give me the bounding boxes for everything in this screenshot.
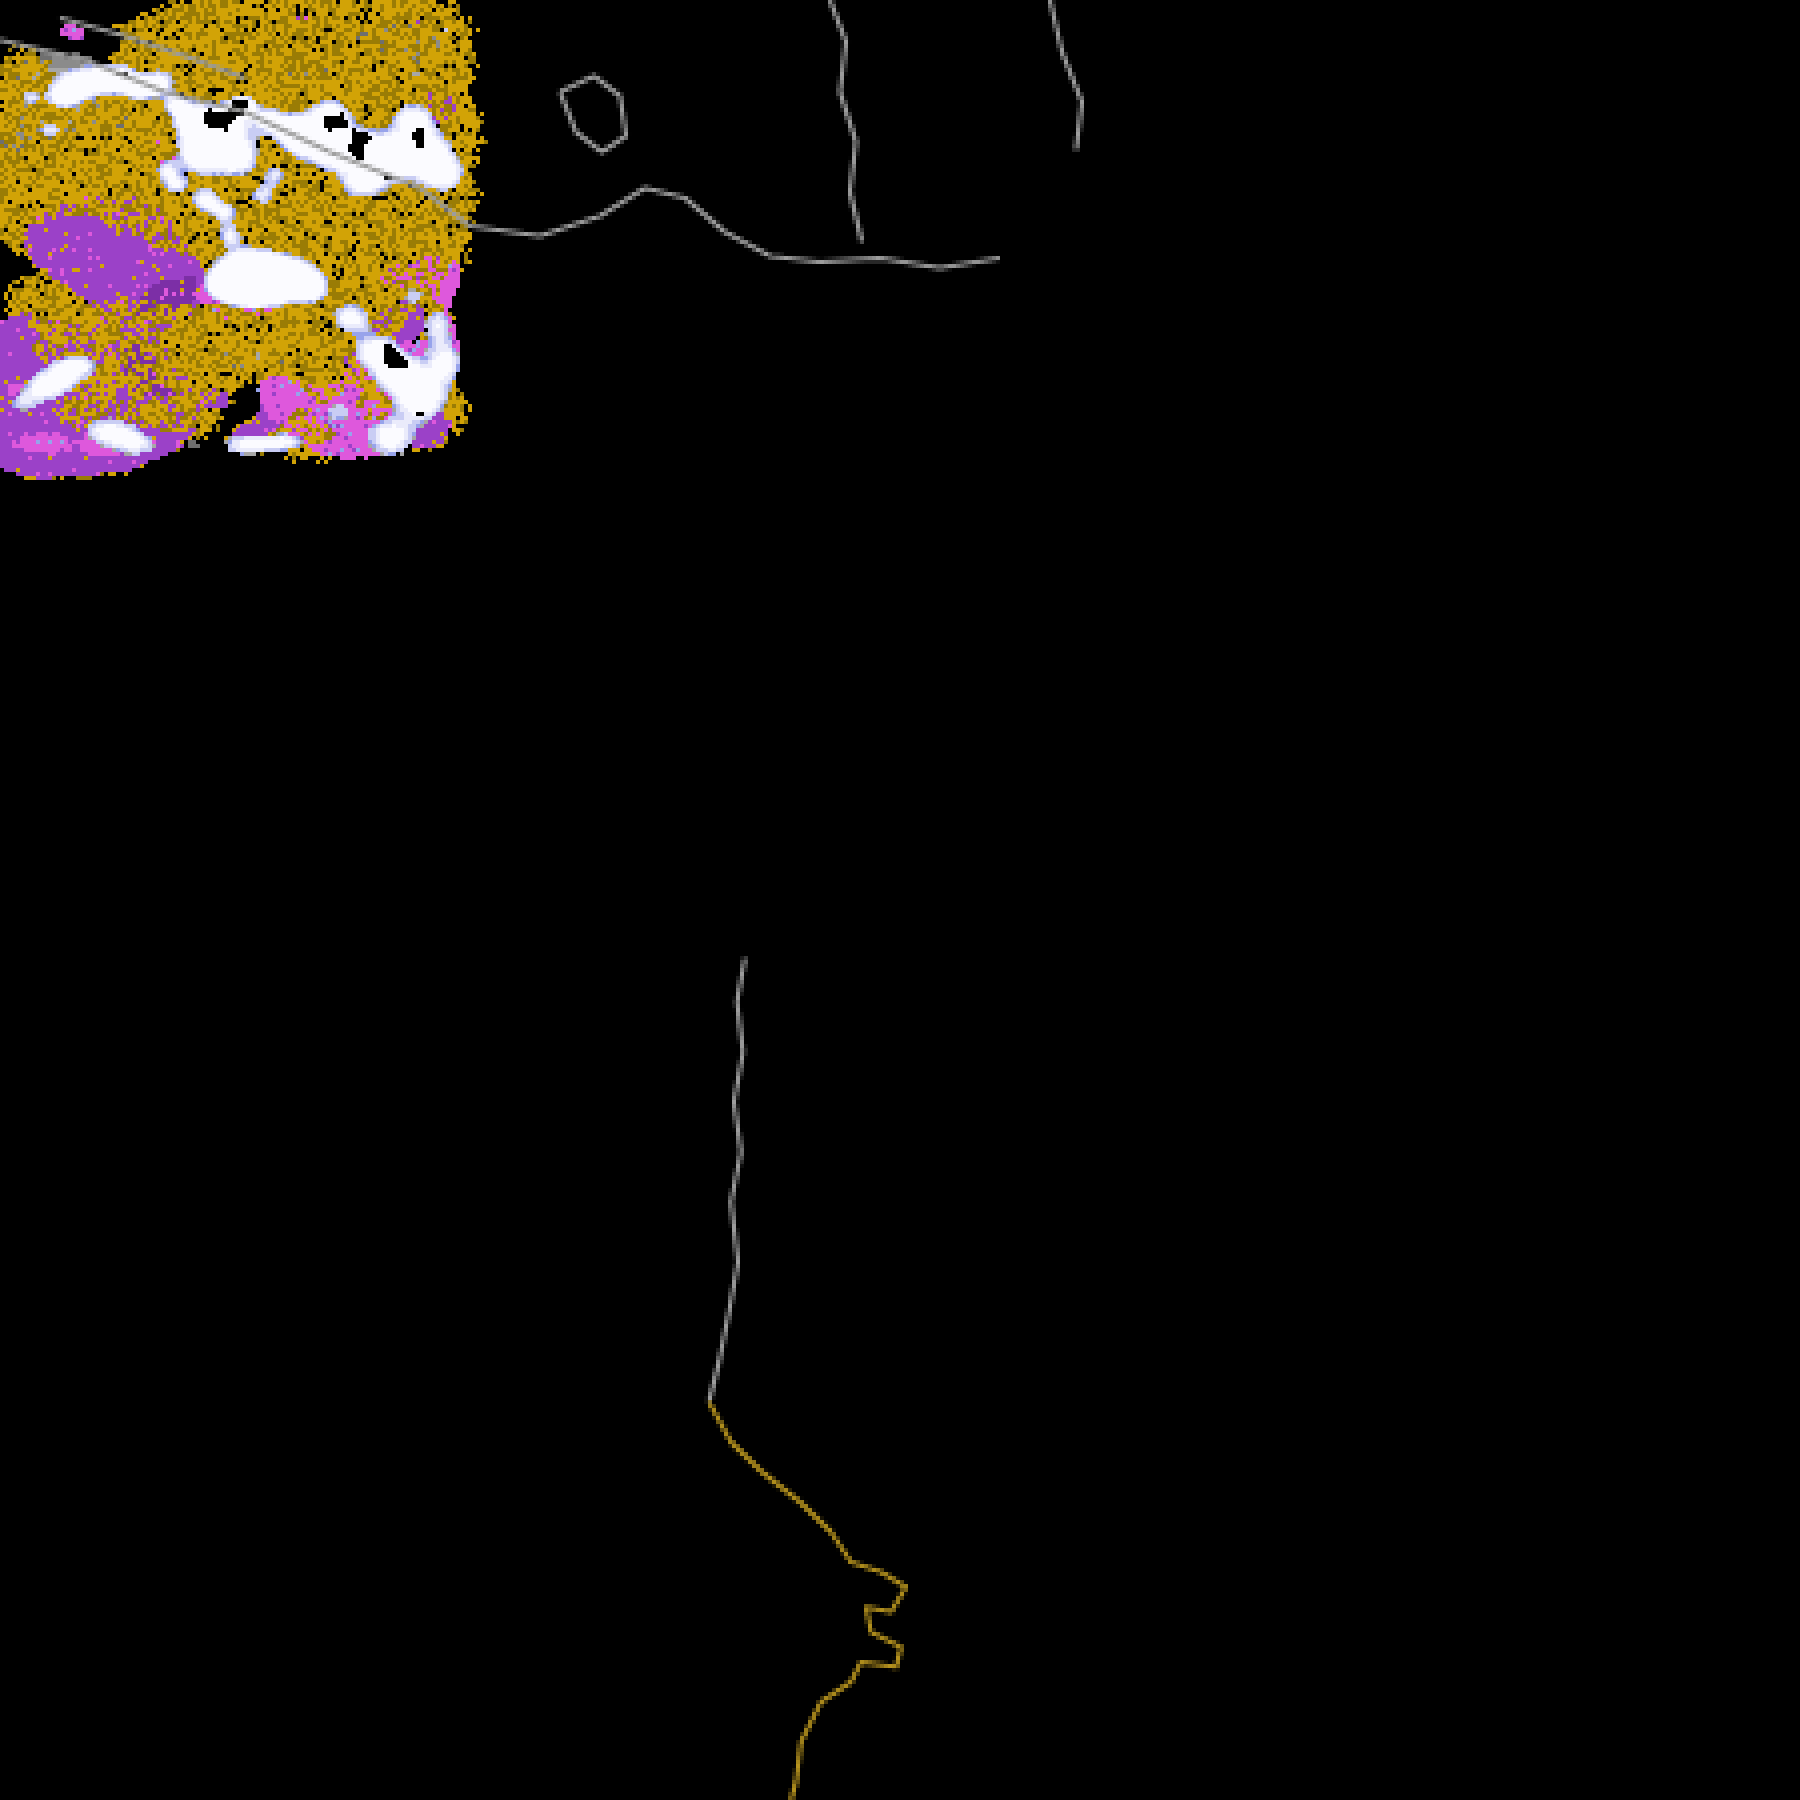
satellite-image [0,0,1800,1800]
satellite-image-canvas [0,0,1800,1800]
satellite-screenshot: { "image": { "width": 1800, "height": 18… [0,0,1800,1800]
